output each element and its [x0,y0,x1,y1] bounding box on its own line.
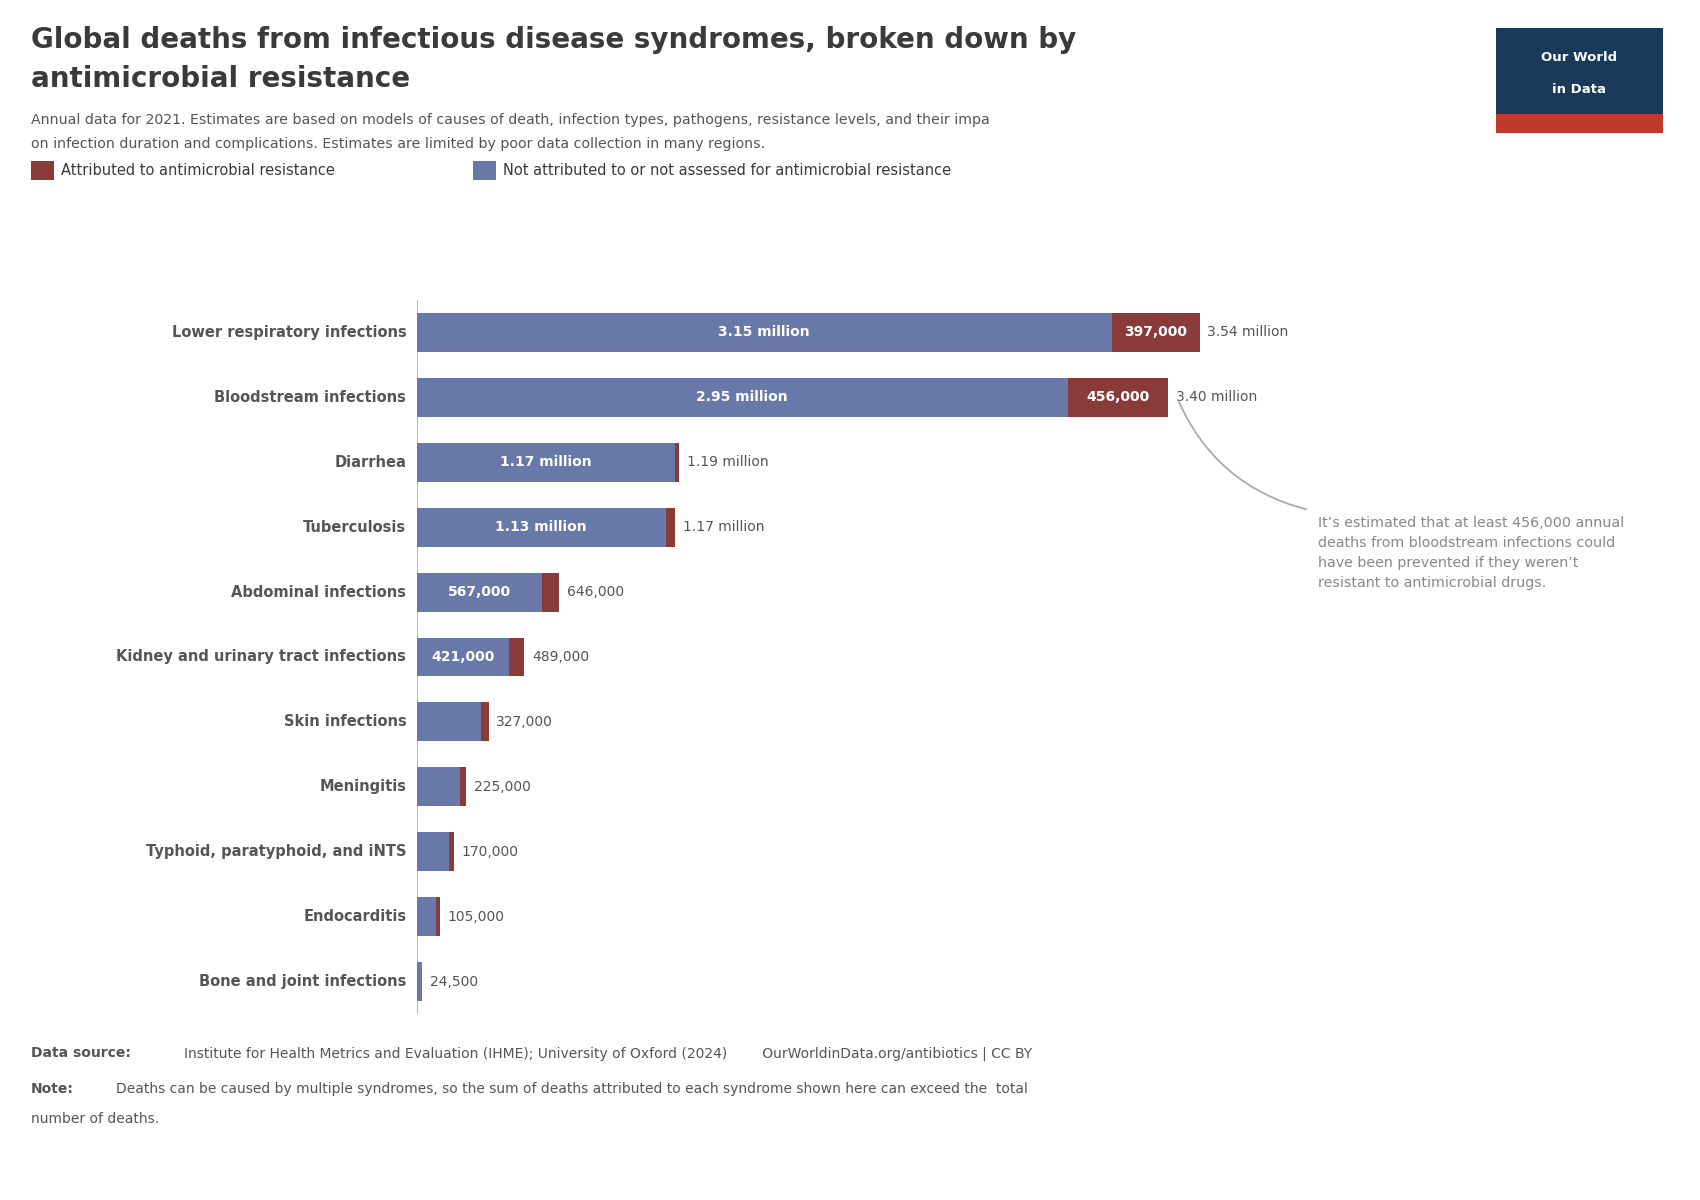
Bar [542,572,559,612]
Text: antimicrobial resistance: antimicrobial resistance [31,65,410,92]
Text: Our World: Our World [1542,52,1617,65]
Text: 3.40 million: 3.40 million [1176,390,1258,404]
Text: 1.17 million: 1.17 million [500,455,592,469]
Bar [666,508,675,547]
Text: Note:: Note: [31,1082,73,1097]
Bar [416,378,1068,416]
Text: Endocarditis: Endocarditis [303,910,406,924]
Text: 3.54 million: 3.54 million [1207,325,1289,340]
Bar [481,702,488,742]
Text: 567,000: 567,000 [447,586,510,599]
Text: Attributed to antimicrobial resistance: Attributed to antimicrobial resistance [61,163,335,178]
Text: 105,000: 105,000 [447,910,505,924]
Text: 1.19 million: 1.19 million [687,455,768,469]
Text: 3.15 million: 3.15 million [719,325,809,340]
Bar [416,443,675,481]
Bar [416,962,422,1001]
Bar [459,767,466,806]
Bar [675,443,680,481]
Text: Data source:: Data source: [31,1046,131,1061]
Text: Abdominal infections: Abdominal infections [231,584,406,600]
Bar [510,637,525,677]
Text: 327,000: 327,000 [496,715,552,728]
Bar [416,313,1112,352]
Bar [416,833,449,871]
Bar [416,508,666,547]
Text: 2.95 million: 2.95 million [697,390,789,404]
Text: It’s estimated that at least 456,000 annual
deaths from bloodstream infections c: It’s estimated that at least 456,000 ann… [1318,516,1624,590]
Bar [416,898,435,936]
Bar [435,898,440,936]
Bar [416,572,542,612]
Text: 170,000: 170,000 [462,845,518,859]
Text: Tuberculosis: Tuberculosis [303,520,406,535]
Text: 489,000: 489,000 [532,650,590,664]
Text: on infection duration and complications. Estimates are limited by poor data coll: on infection duration and complications.… [31,137,765,151]
Text: Lower respiratory infections: Lower respiratory infections [172,325,406,340]
Text: 397,000: 397,000 [1124,325,1187,340]
Text: Global deaths from infectious disease syndromes, broken down by: Global deaths from infectious disease sy… [31,26,1076,54]
Text: 456,000: 456,000 [1086,390,1149,404]
Text: Deaths can be caused by multiple syndromes, so the sum of deaths attributed to e: Deaths can be caused by multiple syndrom… [116,1082,1027,1097]
Text: 1.13 million: 1.13 million [495,520,586,534]
Text: Bloodstream infections: Bloodstream infections [214,390,406,404]
Text: 421,000: 421,000 [432,650,495,664]
Text: Not attributed to or not assessed for antimicrobial resistance: Not attributed to or not assessed for an… [503,163,952,178]
Bar [416,767,459,806]
Bar [1112,313,1200,352]
Text: Meningitis: Meningitis [320,779,406,794]
Text: 24,500: 24,500 [430,974,478,989]
Text: Skin infections: Skin infections [284,714,406,730]
Text: 1.17 million: 1.17 million [682,520,763,534]
Text: number of deaths.: number of deaths. [31,1112,158,1127]
Bar [1068,378,1168,416]
Text: Kidney and urinary tract infections: Kidney and urinary tract infections [116,649,406,665]
Text: 225,000: 225,000 [474,780,530,794]
Text: 646,000: 646,000 [566,586,624,599]
Text: Annual data for 2021. Estimates are based on models of causes of death, infectio: Annual data for 2021. Estimates are base… [31,113,989,127]
Text: Bone and joint infections: Bone and joint infections [199,974,406,989]
Bar [449,833,454,871]
Text: Typhoid, paratyphoid, and iNTS: Typhoid, paratyphoid, and iNTS [146,845,406,859]
Text: Diarrhea: Diarrhea [335,455,406,469]
Bar [416,702,481,742]
Text: in Data: in Data [1552,83,1606,96]
Text: Institute for Health Metrics and Evaluation (IHME); University of Oxford (2024) : Institute for Health Metrics and Evaluat… [184,1046,1032,1061]
Bar [416,637,510,677]
